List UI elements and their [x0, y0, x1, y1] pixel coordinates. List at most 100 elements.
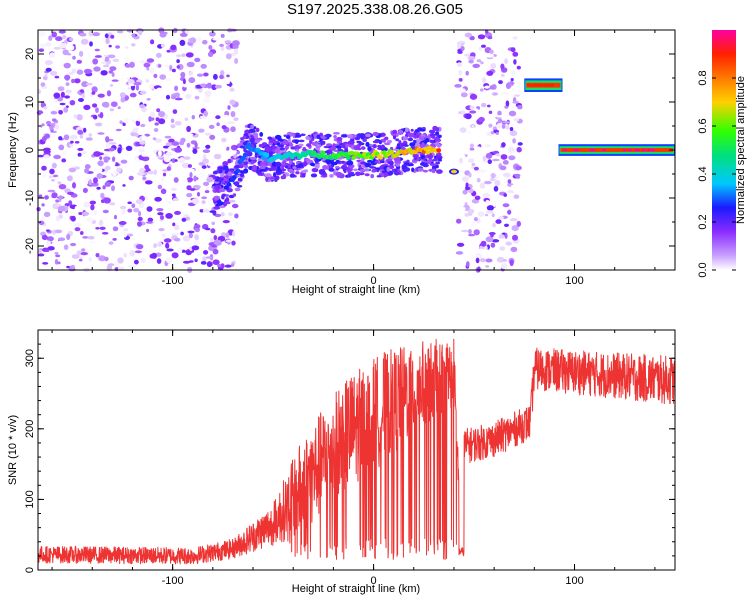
spectrogram-cell [41, 256, 47, 259]
spectrogram-cell [230, 126, 236, 133]
spectrogram-cell [46, 240, 51, 246]
spectrogram-cell [171, 158, 176, 164]
spectrogram-cell [226, 74, 230, 78]
spectrogram-cell [112, 226, 119, 232]
spectrogram-cell [313, 133, 317, 139]
spectrogram-cell [279, 147, 285, 151]
spectrogram-cell [49, 70, 58, 76]
spectrogram-cell [171, 232, 180, 236]
spectrogram-cell [601, 148, 606, 152]
spectrogram-cell [370, 174, 375, 179]
spectrogram-cell [401, 164, 407, 168]
spectrogram-cell [220, 212, 225, 217]
spectrogram-cell [198, 128, 205, 133]
spectrogram-cell [376, 169, 380, 173]
spectrogram-cell [42, 75, 48, 81]
spectrogram-cell [37, 31, 46, 37]
spectrogram-cell [329, 146, 336, 151]
spectrogram-cell [83, 127, 87, 133]
spectrogram-cell [179, 32, 188, 38]
spectrogram-cell [222, 114, 229, 118]
spectrogram-cell [500, 92, 508, 95]
spectrogram-cell [183, 156, 191, 160]
spectrogram-cell [227, 171, 232, 177]
spectrogram-cell [250, 137, 255, 143]
spectrogram-cell [471, 162, 476, 167]
spectrogram-cell [510, 69, 516, 76]
spectrogram-cell [108, 70, 114, 74]
spectrogram-cell [369, 166, 377, 169]
spectrogram-cell [412, 139, 417, 144]
spectrogram-cell [358, 164, 362, 169]
spectrogram-cell [205, 227, 211, 231]
spectrogram-cell [189, 71, 194, 76]
spectrogram-cell [515, 165, 522, 171]
spectrogram-cell [135, 192, 144, 197]
spectrogram-cell [454, 84, 462, 88]
spectrogram-cell [99, 156, 103, 160]
spectrogram-cell [203, 181, 210, 186]
spectrogram-cell [106, 264, 113, 272]
spectrogram-cell [189, 37, 197, 44]
chart-title: S197.2025.338.08.26.G05 [287, 1, 463, 18]
spectrogram-cell [207, 51, 214, 58]
spectrogram-cell [80, 89, 84, 93]
spectrogram-cell [146, 67, 150, 71]
spectrogram-cell [219, 43, 225, 48]
spectrogram-cell [101, 232, 109, 235]
spectrogram-cell [201, 200, 206, 205]
spectrogram-x-ticks: -100 0 100 [51, 30, 656, 287]
spectrogram-cell [119, 120, 123, 124]
spectrogram-cell [229, 99, 236, 106]
spectrogram-cell [95, 107, 99, 113]
spectrogram-cell [46, 229, 50, 232]
spectrogram-cell [90, 182, 99, 187]
spectrogram-cell [38, 48, 45, 52]
spectrogram-cell [310, 162, 315, 167]
spectrogram-cell [114, 162, 119, 167]
spectrogram-cell [128, 265, 136, 268]
spectrogram-cell [205, 256, 213, 259]
spectrogram-cell [93, 66, 101, 72]
spectrogram-cell [326, 143, 330, 147]
spectrogram-cell [257, 173, 264, 176]
spectrogram-cell [111, 72, 115, 77]
spectrogram-cell [49, 168, 55, 175]
spectrogram-cell [419, 129, 426, 132]
spectrogram-cell [456, 218, 462, 224]
spectrogram-cell [417, 167, 424, 172]
spectrogram-cell [45, 60, 53, 66]
spectrogram-cell [234, 181, 240, 187]
x-tick-label: 100 [565, 275, 583, 287]
spectrogram-cell [43, 106, 48, 110]
spectrogram-cell [79, 32, 87, 37]
spectrogram-cell [499, 246, 506, 251]
spectrogram-cell [179, 157, 186, 164]
spectrogram-cell [171, 141, 180, 146]
x-tick-label: -100 [162, 575, 184, 587]
spectrogram-cell [196, 172, 205, 179]
spectrogram-cell [427, 154, 434, 160]
spectrogram-cell [433, 158, 438, 162]
spectrogram-cell [484, 85, 490, 89]
spectrogram-cell [162, 169, 169, 172]
spectrogram-cell [43, 154, 50, 159]
spectrogram-cell [476, 139, 480, 146]
spectrogram-cell [107, 32, 113, 36]
spectrogram-cell [58, 195, 63, 200]
spectrogram-cell [345, 143, 349, 148]
spectrogram-cell [187, 230, 195, 234]
spectrogram-cell [458, 70, 463, 76]
spectrogram-cell [201, 196, 208, 200]
spectrogram-cell [224, 264, 232, 268]
spectrogram-cell [141, 107, 147, 113]
spectrogram-cell [372, 144, 377, 149]
spectrogram-cell [365, 133, 371, 138]
spectrogram-cell [53, 154, 61, 160]
spectrogram-cell [189, 168, 195, 172]
spectrogram-cell [217, 264, 222, 268]
spectrogram-cell [344, 148, 349, 153]
spectrogram-cell [204, 190, 210, 194]
spectrogram-cell [120, 133, 127, 137]
spectrogram-cell [124, 46, 129, 49]
